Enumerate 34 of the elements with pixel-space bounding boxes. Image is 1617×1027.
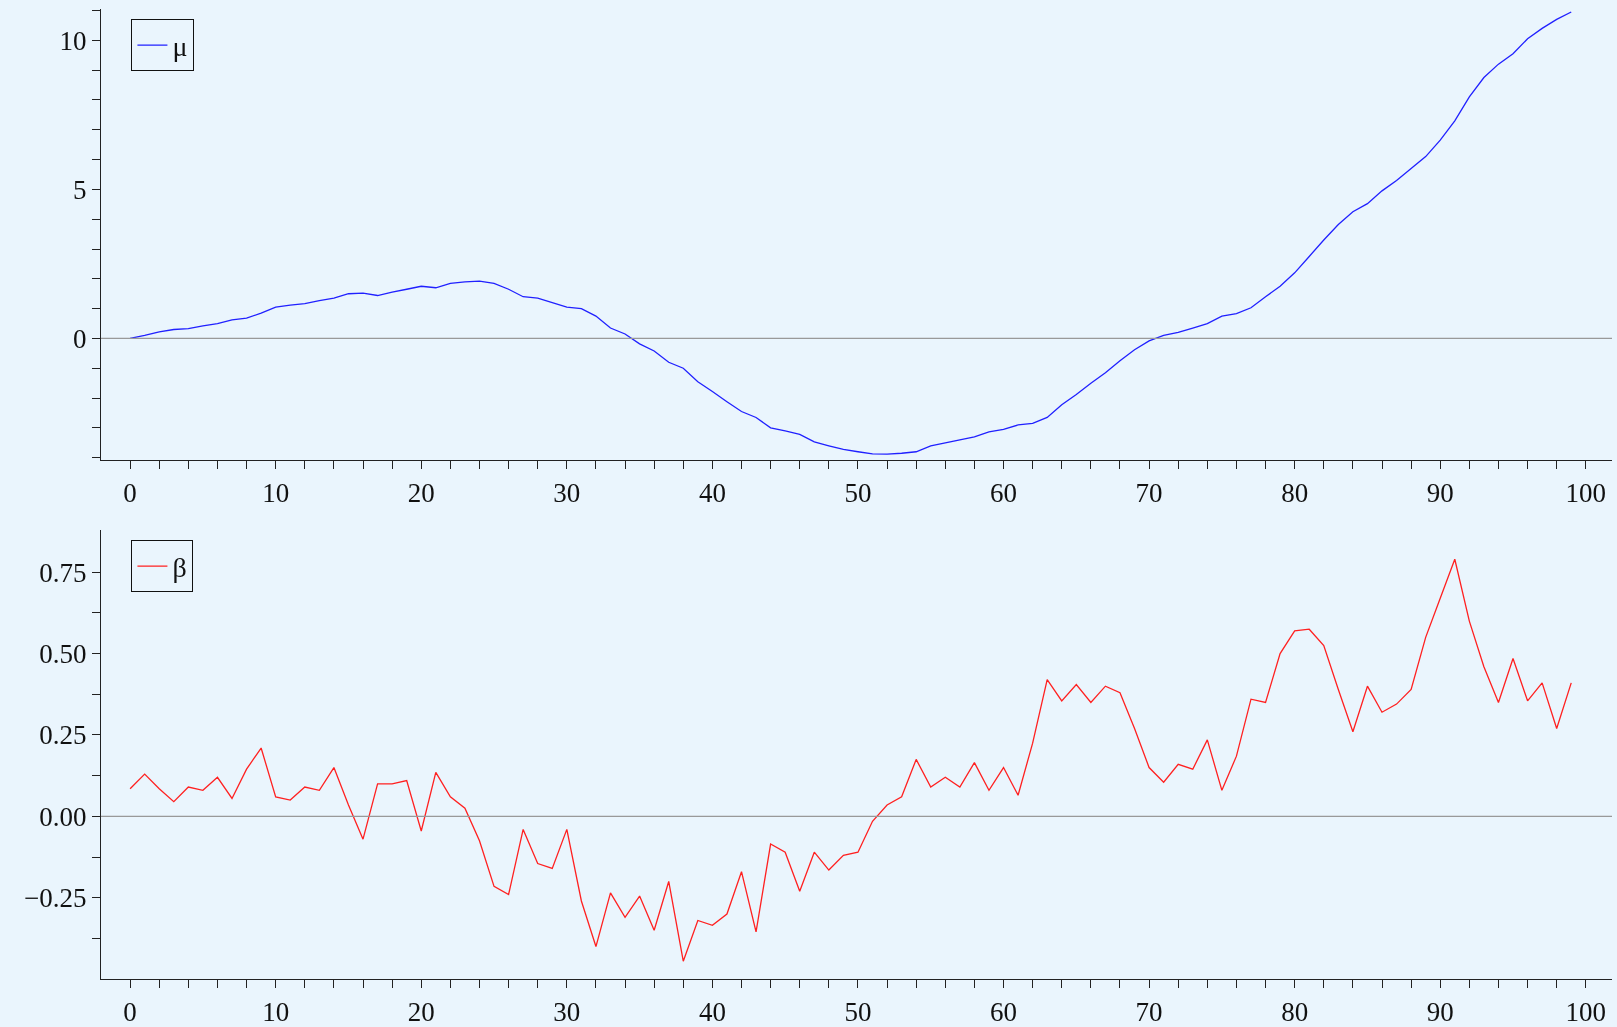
- x-tick-label: 80: [1281, 477, 1309, 508]
- x-tick-label: 10: [262, 477, 290, 508]
- x-tick-label: 60: [990, 477, 1018, 508]
- x-tick-label: 100: [1565, 996, 1607, 1027]
- x-tick-label: 10: [262, 996, 290, 1027]
- x-tick-label: 90: [1426, 996, 1454, 1027]
- x-tick-label: 100: [1565, 477, 1607, 508]
- y-tick-label: 0: [73, 323, 87, 354]
- x-tick-label: 0: [123, 477, 137, 508]
- y-tick-label: 10: [59, 25, 87, 56]
- x-tick-label: 20: [407, 477, 435, 508]
- y-tick-label: 0.75: [39, 557, 87, 588]
- x-tick-label: 80: [1281, 996, 1309, 1027]
- x-tick-label: 90: [1426, 477, 1454, 508]
- x-tick-label: 40: [698, 477, 726, 508]
- x-tick-label: 50: [844, 996, 872, 1027]
- y-tick-label: 0.50: [39, 639, 87, 670]
- x-tick-label: 40: [698, 996, 726, 1027]
- line-series: [129, 11, 1572, 455]
- x-tick-label: 30: [553, 996, 581, 1027]
- y-tick-label: −0.25: [24, 883, 87, 914]
- x-tick-label: 70: [1135, 996, 1163, 1027]
- y-tick-label: 0.25: [39, 720, 87, 751]
- legend-label: μ: [172, 31, 188, 63]
- y-tick-label: 5: [73, 174, 87, 205]
- x-tick-label: 20: [407, 996, 435, 1027]
- x-tick-label: 30: [553, 477, 581, 508]
- line-series: [129, 558, 1572, 962]
- x-tick-label: 60: [990, 996, 1018, 1027]
- x-tick-label: 0: [123, 996, 137, 1027]
- x-tick-label: 50: [844, 477, 872, 508]
- y-tick-label: 0.00: [39, 801, 87, 832]
- x-tick-label: 70: [1135, 477, 1163, 508]
- legend-label: β: [172, 552, 187, 584]
